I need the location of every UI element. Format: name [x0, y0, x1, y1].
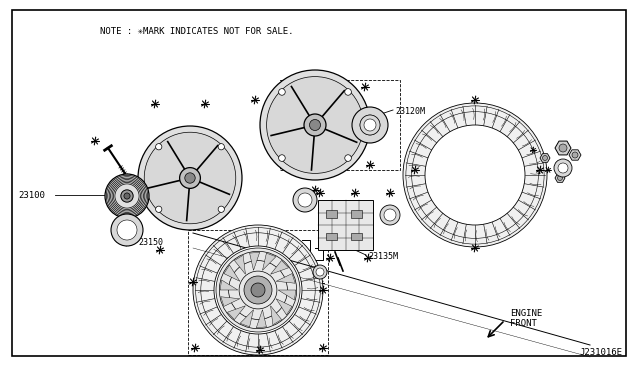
Circle shape — [304, 114, 326, 136]
Circle shape — [543, 155, 547, 160]
Circle shape — [156, 206, 162, 212]
Text: J231016E: J231016E — [579, 348, 622, 357]
Polygon shape — [276, 299, 292, 315]
Circle shape — [403, 103, 547, 247]
Circle shape — [251, 283, 265, 297]
Circle shape — [559, 144, 567, 152]
Circle shape — [425, 125, 525, 225]
Circle shape — [244, 276, 272, 304]
Circle shape — [124, 193, 130, 199]
Polygon shape — [220, 280, 238, 290]
Circle shape — [121, 190, 133, 202]
Circle shape — [180, 168, 200, 188]
Circle shape — [316, 268, 324, 276]
Circle shape — [313, 265, 327, 279]
Circle shape — [214, 246, 302, 334]
Circle shape — [117, 220, 137, 240]
Polygon shape — [250, 252, 260, 270]
Circle shape — [360, 115, 380, 135]
Bar — [326, 232, 337, 240]
Circle shape — [193, 225, 323, 355]
Circle shape — [105, 174, 149, 218]
Circle shape — [267, 77, 364, 173]
Circle shape — [278, 89, 285, 95]
Bar — [326, 210, 337, 218]
Circle shape — [557, 176, 563, 180]
Text: 23150: 23150 — [138, 238, 163, 247]
Circle shape — [384, 209, 396, 221]
Circle shape — [572, 152, 578, 158]
Text: FRONT: FRONT — [510, 319, 537, 328]
Text: 23120M: 23120M — [395, 107, 425, 116]
Polygon shape — [221, 297, 240, 307]
Circle shape — [352, 107, 388, 143]
Polygon shape — [256, 310, 266, 328]
Circle shape — [298, 193, 312, 207]
Text: 23135M: 23135M — [368, 252, 398, 261]
Polygon shape — [262, 253, 276, 270]
Circle shape — [144, 132, 236, 224]
Circle shape — [278, 155, 285, 161]
Circle shape — [260, 70, 370, 180]
Circle shape — [345, 155, 351, 161]
Circle shape — [380, 205, 400, 225]
Circle shape — [216, 248, 300, 332]
Circle shape — [185, 173, 195, 183]
Text: 23100: 23100 — [18, 190, 45, 199]
Text: 23120MA: 23120MA — [283, 96, 318, 105]
Circle shape — [111, 214, 143, 246]
Polygon shape — [224, 265, 240, 281]
Polygon shape — [276, 273, 295, 283]
Polygon shape — [227, 306, 245, 320]
Circle shape — [218, 144, 225, 150]
Circle shape — [360, 115, 380, 135]
Polygon shape — [555, 174, 565, 182]
Circle shape — [558, 163, 568, 173]
Bar — [318, 200, 373, 250]
Circle shape — [364, 119, 376, 131]
Circle shape — [156, 144, 162, 150]
Text: ENGINE: ENGINE — [510, 309, 542, 318]
Circle shape — [293, 188, 317, 212]
Polygon shape — [271, 306, 282, 325]
Bar — [351, 210, 362, 218]
Polygon shape — [569, 150, 581, 160]
Polygon shape — [540, 154, 550, 162]
Bar — [280, 80, 400, 170]
Text: NOTE : ✳MARK INDICATES NOT FOR SALE.: NOTE : ✳MARK INDICATES NOT FOR SALE. — [100, 27, 294, 36]
Circle shape — [345, 89, 351, 95]
Bar — [188, 230, 328, 355]
Polygon shape — [240, 310, 253, 327]
Polygon shape — [278, 290, 296, 300]
Circle shape — [218, 206, 225, 212]
Circle shape — [554, 159, 572, 177]
Circle shape — [310, 119, 321, 131]
Polygon shape — [555, 141, 571, 155]
Polygon shape — [271, 260, 289, 274]
Polygon shape — [234, 255, 245, 274]
Circle shape — [138, 126, 242, 230]
Bar — [351, 232, 362, 240]
